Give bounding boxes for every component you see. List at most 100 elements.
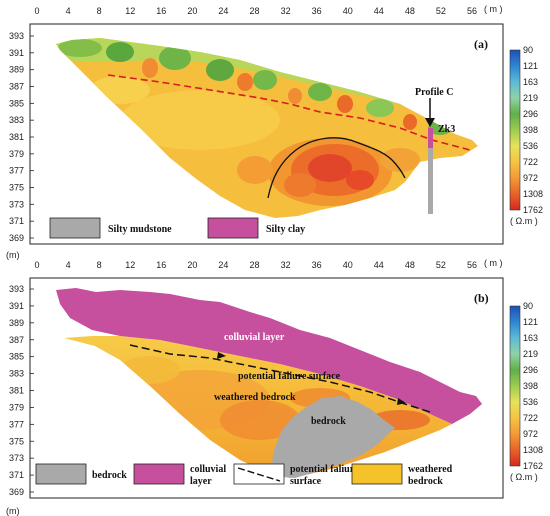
legend-b-colluvial-label-1: colluvial <box>190 464 226 475</box>
x-tick-label: 40 <box>343 260 353 270</box>
y-tick-label: 389 <box>9 65 24 75</box>
y-tick-label: 387 <box>9 335 24 345</box>
y-tick-label: 373 <box>9 453 24 463</box>
x-tick-label: 8 <box>97 6 102 16</box>
y-tick-label: 391 <box>9 48 24 58</box>
x-tick-label: 20 <box>187 260 197 270</box>
y-tick-label: 375 <box>9 436 24 446</box>
x-tick-label: 44 <box>374 260 384 270</box>
x-tick-label: 52 <box>436 260 446 270</box>
x-tick-label: 0 <box>34 6 39 16</box>
colorbar-tick-label: 722 <box>523 157 538 167</box>
y-tick-label: 369 <box>9 487 24 497</box>
x-tick-label: 0 <box>34 260 39 270</box>
y-tick-label: 379 <box>9 402 24 412</box>
x-tick-label: 12 <box>125 260 135 270</box>
y-tick-label: 377 <box>9 419 24 429</box>
colorbar-tick-label: 972 <box>523 173 538 183</box>
x-tick-label: 24 <box>218 260 228 270</box>
panel-b-label: (b) <box>474 291 489 305</box>
colorbar-tick-label: 398 <box>523 381 538 391</box>
y-tick-label: 389 <box>9 318 24 328</box>
x-tick-label: 16 <box>156 260 166 270</box>
panel-a-frame <box>29 23 504 245</box>
x-tick-label: 4 <box>66 260 71 270</box>
x-tick-label: 28 <box>249 260 259 270</box>
weathered-bedrock-label: weathered bedrock <box>214 392 296 403</box>
legend-b: bedrock colluvial layer potential faliur… <box>35 463 453 487</box>
y-tick-label: 383 <box>9 369 24 379</box>
legend-a-clay-swatch <box>207 217 259 239</box>
bedrock-label: bedrock <box>311 416 346 427</box>
profile-label: Profile C <box>415 87 453 98</box>
colorbar-tick-label: 296 <box>523 109 538 119</box>
profile-arrow-head <box>425 118 435 127</box>
x-tick-label: 32 <box>281 260 291 270</box>
y-axis-a: 393 391 389 387 385 383 381 379 377 375 373 371 369 <box>9 31 34 243</box>
bedrock-boundary-curve <box>267 137 406 199</box>
panel-b-frame <box>29 277 504 499</box>
x-tick-label: 48 <box>405 260 415 270</box>
panel-a: 0 4 8 12 16 20 24 28 32 36 40 44 48 52 56 ( m ) 393391… <box>9 4 504 245</box>
legend-b-weathered-swatch <box>351 463 403 485</box>
colorbar-tick-label: 219 <box>523 93 538 103</box>
colorbar-tick-label: 536 <box>523 397 538 407</box>
colorbar-a: 90 121 163 219 296 398 536 722 972 1308 1762 ( Ω.m… <box>509 45 543 226</box>
x-tick-label: 8 <box>97 260 102 270</box>
y-axis-unit-b: (m) <box>6 506 20 516</box>
colorbar-a-ticks: 90 121 163 219 296 398 536 722 972 1308 1762 <box>523 45 543 215</box>
colorbar-b: 90 121 163 219 296 398 536 722 972 1308 1762 ( Ω.m… <box>509 301 543 482</box>
y-tick-label: 371 <box>9 216 24 226</box>
borehole-clay <box>428 128 433 148</box>
colorbar-tick-label: 219 <box>523 349 538 359</box>
x-tick-label: 36 <box>312 6 322 16</box>
legend-b-failure-label-2: surface <box>290 476 322 487</box>
colorbar-tick-label: 398 <box>523 125 538 135</box>
legend-b-weathered-label-1: weathered <box>408 464 453 475</box>
x-axis-unit-b: ( m ) <box>484 258 503 268</box>
y-tick-label: 381 <box>9 132 24 142</box>
legend-a-mudstone-label: Silty mudstone <box>108 224 172 235</box>
legend-b-colluvial-swatch <box>133 463 185 485</box>
x-axis-middle: 0 4 8 12 16 20 24 28 32 36 40 44 48 52 56 <box>34 260 477 270</box>
colorbar-tick-label: 722 <box>523 413 538 423</box>
borehole-mudstone <box>428 148 433 214</box>
colorbar-tick-label: 121 <box>523 317 538 327</box>
legend-a: Silty mudstone Silty clay <box>49 217 305 239</box>
colorbar-b-unit: ( Ω.m ) <box>510 472 538 482</box>
colorbar-tick-label: 1308 <box>523 189 543 199</box>
legend-a-clay-label: Silty clay <box>266 224 305 235</box>
y-tick-label: 393 <box>9 31 24 41</box>
x-tick-label: 28 <box>249 6 259 16</box>
colorbar-tick-label: 296 <box>523 365 538 375</box>
y-tick-label: 375 <box>9 183 24 193</box>
legend-b-failure-line <box>237 467 281 482</box>
bedrock-body <box>270 396 395 478</box>
resistivity-section-a <box>56 38 478 218</box>
legend-b-bedrock-swatch <box>35 463 87 485</box>
colorbar-tick-label: 163 <box>523 77 538 87</box>
y-tick-label: 371 <box>9 470 24 480</box>
x-tick-label: 12 <box>125 6 135 16</box>
colluvial-layer <box>56 288 482 424</box>
legend-b-colluvial-label-2: layer <box>190 476 212 487</box>
colorbar-a-bar <box>509 49 521 211</box>
y-axis-b: 393 391 389 387 385 383 381 379 377 375 373 371 369 <box>9 284 34 497</box>
x-tick-label: 32 <box>281 6 291 16</box>
y-tick-label: 387 <box>9 82 24 92</box>
y-tick-label: 381 <box>9 386 24 396</box>
x-tick-label: 48 <box>405 6 415 16</box>
failure-surface-line <box>129 344 431 413</box>
x-axis-top: 0 4 8 12 16 20 24 28 32 36 40 44 48 52 56 <box>34 6 477 16</box>
y-tick-label: 385 <box>9 98 24 108</box>
x-tick-label: 16 <box>156 6 166 16</box>
colorbar-tick-label: 90 <box>523 45 533 55</box>
y-tick-label: 377 <box>9 166 24 176</box>
colorbar-a-unit: ( Ω.m ) <box>510 216 538 226</box>
x-tick-label: 44 <box>374 6 384 16</box>
y-tick-label: 385 <box>9 352 24 362</box>
failure-surface-label: potential faliure surface <box>238 371 341 382</box>
colorbar-b-ticks: 90 121 163 219 296 398 536 722 972 1308 1762 <box>523 301 543 471</box>
x-tick-label: 56 <box>467 6 477 16</box>
colorbar-tick-label: 1762 <box>523 205 543 215</box>
